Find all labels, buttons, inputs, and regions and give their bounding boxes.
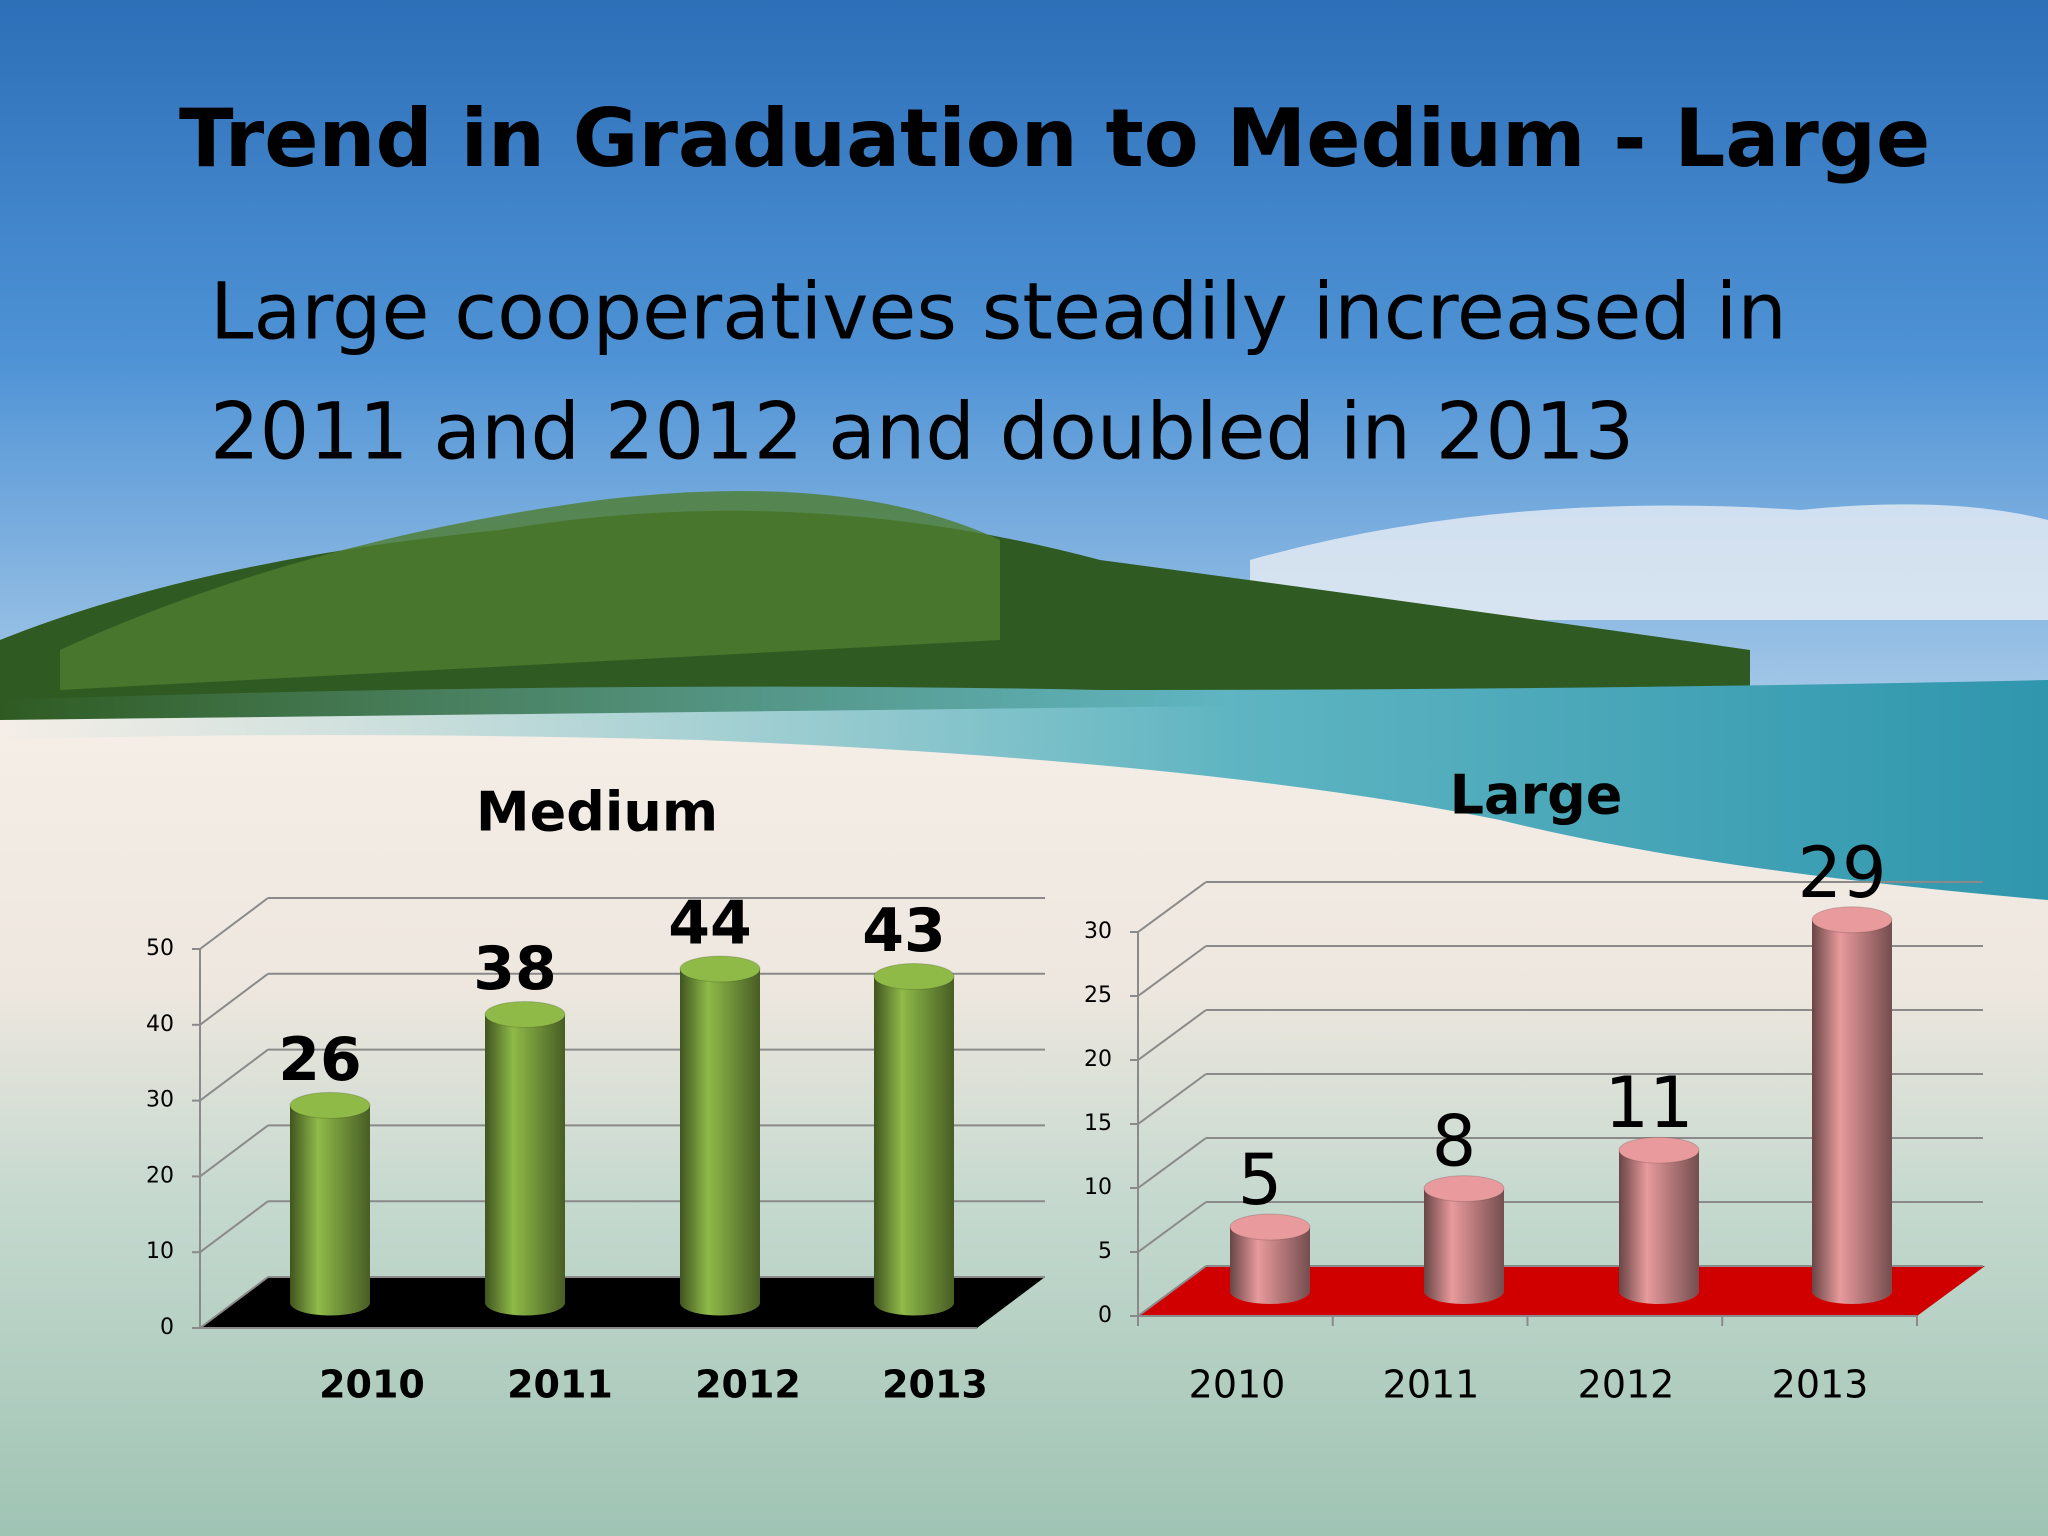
subtitle-line: Large cooperatives steadily increased in — [210, 267, 1787, 357]
bar-shade — [1619, 1150, 1699, 1291]
grid-line — [1137, 1073, 1207, 1125]
grid-line — [1137, 1201, 1207, 1253]
grid-line — [1137, 1009, 1207, 1061]
bar-shade — [1812, 919, 1892, 1291]
chart-floor — [200, 1277, 1045, 1328]
y-tick-label: 40 — [146, 1012, 174, 1037]
y-tick-label: 15 — [1084, 1111, 1112, 1136]
grid-line — [199, 972, 269, 1026]
bar-top — [873, 963, 955, 991]
subtitle-line: 2011 and 2012 and doubled in 2013 — [210, 387, 1634, 477]
bar-shade — [874, 976, 954, 1303]
y-tick-label: 50 — [146, 936, 174, 961]
y-tick-label: 10 — [146, 1239, 174, 1264]
data-label: 5 — [1238, 1139, 1283, 1221]
data-label: 44 — [668, 889, 752, 959]
x-tick-label: 2011 — [507, 1363, 613, 1407]
grid-line — [1137, 1265, 1207, 1317]
x-tick-label: 2012 — [695, 1363, 801, 1407]
bar-top — [1229, 1213, 1311, 1241]
chart-title: Medium — [476, 781, 718, 844]
data-label: 43 — [862, 896, 946, 966]
y-tick-label: 25 — [1084, 983, 1112, 1008]
grid-line — [1137, 881, 1207, 933]
y-tick-label: 20 — [1084, 1047, 1112, 1072]
grid-line — [199, 1124, 269, 1178]
data-label: 8 — [1432, 1101, 1477, 1183]
chart-floor — [1138, 1266, 1985, 1316]
y-tick-label: 5 — [1098, 1239, 1112, 1264]
bar-shade — [485, 1014, 565, 1303]
bar-top — [1423, 1175, 1505, 1203]
x-tick-label: 2010 — [319, 1363, 425, 1407]
grid-line — [199, 1276, 269, 1329]
bar-top — [1618, 1136, 1700, 1164]
data-label: 29 — [1797, 832, 1886, 914]
grid-line — [199, 897, 269, 950]
y-tick-label: 0 — [1098, 1303, 1112, 1328]
data-label: 38 — [473, 934, 557, 1004]
bar-shade — [290, 1105, 370, 1303]
bar-top — [679, 955, 761, 983]
x-tick-label: 2012 — [1578, 1363, 1675, 1407]
bar-top — [484, 1000, 566, 1028]
y-tick-label: 30 — [1084, 919, 1112, 944]
x-tick-label: 2011 — [1383, 1363, 1480, 1407]
y-tick-label: 30 — [146, 1088, 174, 1113]
grid-line — [1137, 1137, 1207, 1189]
data-label: 26 — [278, 1025, 362, 1095]
chart-title: Large — [1450, 764, 1623, 827]
y-tick-label: 0 — [160, 1315, 174, 1340]
grid-line — [199, 1048, 269, 1102]
grid-line — [199, 1200, 269, 1253]
x-tick-label: 2010 — [1189, 1363, 1286, 1407]
bar-shade — [680, 968, 760, 1303]
y-tick-label: 20 — [146, 1163, 174, 1188]
x-tick-label: 2013 — [1772, 1363, 1869, 1407]
y-tick-label: 10 — [1084, 1175, 1112, 1200]
bar-shade — [1424, 1188, 1504, 1291]
grid-line — [1137, 945, 1207, 997]
bar-top — [289, 1091, 371, 1119]
x-tick-label: 2013 — [882, 1363, 988, 1407]
slide-title: Trend in Graduation to Medium - Large — [179, 92, 1930, 185]
data-label: 11 — [1604, 1062, 1693, 1144]
bar-top — [1811, 906, 1893, 934]
